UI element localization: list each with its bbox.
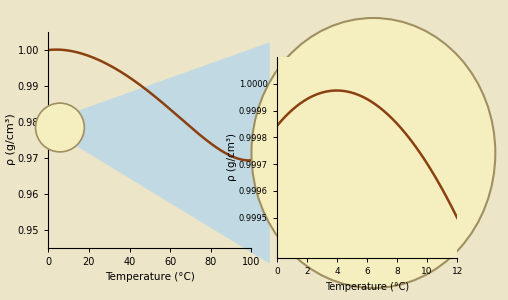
Y-axis label: ρ (g/cm³): ρ (g/cm³) (228, 134, 237, 182)
Y-axis label: ρ (g/cm³): ρ (g/cm³) (6, 114, 16, 165)
X-axis label: Temperature (°C): Temperature (°C) (325, 282, 409, 292)
X-axis label: Temperature (°C): Temperature (°C) (105, 272, 195, 282)
